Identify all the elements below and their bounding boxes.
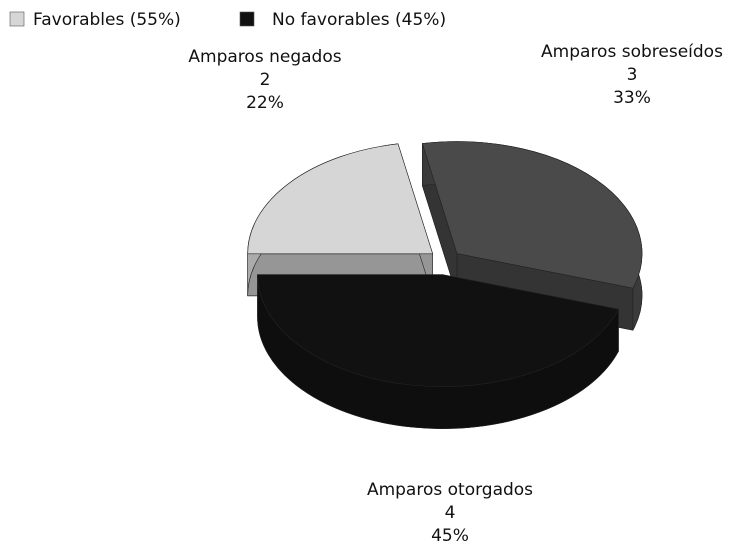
slice-count: 4 bbox=[445, 503, 456, 523]
legend-label: No favorables (45%) bbox=[272, 10, 446, 30]
slice-count: 2 bbox=[260, 70, 271, 90]
slice-category: Amparos negados bbox=[188, 47, 341, 67]
slice bbox=[257, 274, 619, 387]
slice-percent: 45% bbox=[431, 526, 469, 546]
slice bbox=[421, 141, 643, 289]
slice-percent: 33% bbox=[613, 88, 651, 108]
slice bbox=[247, 143, 434, 255]
slice-percent: 22% bbox=[246, 93, 284, 113]
legend-swatch bbox=[9, 11, 25, 27]
legend-swatch bbox=[239, 11, 255, 27]
legend-label: Favorables (55%) bbox=[33, 10, 181, 30]
slice-category: Amparos otorgados bbox=[367, 480, 533, 500]
slice-category: Amparos sobreseídos bbox=[541, 42, 723, 62]
slice-count: 3 bbox=[627, 65, 638, 85]
